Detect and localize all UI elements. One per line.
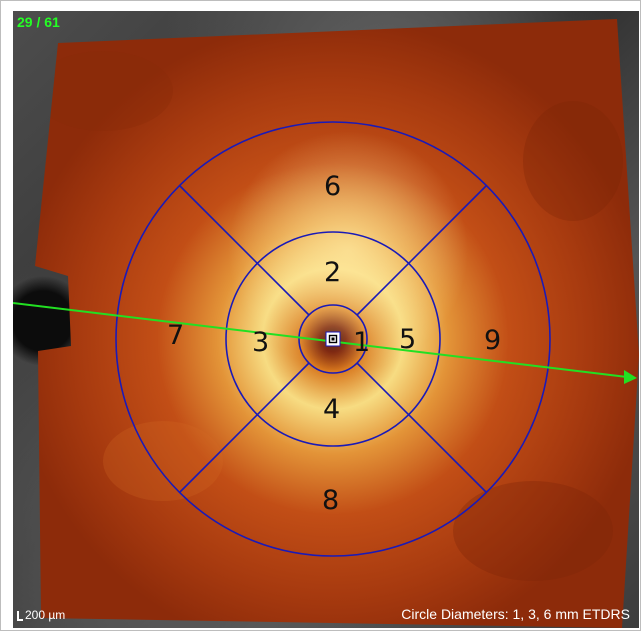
etdrs-central-ring: [298, 304, 368, 374]
sector-label-9[interactable]: 9: [484, 325, 501, 356]
fovea-center-icon[interactable]: [325, 331, 341, 347]
etdrs-outer-ring: [115, 121, 551, 557]
etdrs-sector-labels: 1 2 3 4 5 6 7 8 9: [167, 171, 501, 516]
etdrs-divider-se: [356, 362, 487, 493]
sector-label-8[interactable]: 8: [322, 485, 339, 516]
scan-line[interactable]: [13, 302, 637, 384]
sector-label-4[interactable]: 4: [323, 394, 340, 425]
slice-counter: 29 / 61: [17, 14, 60, 30]
etdrs-divider-sw: [179, 362, 310, 493]
circle-diameters-caption: Circle Diameters: 1, 3, 6 mm ETDRS: [401, 606, 630, 622]
etdrs-divider-ne: [356, 185, 487, 316]
scan-direction-arrow-icon: [624, 370, 637, 384]
etdrs-divider-nw: [179, 185, 310, 316]
scale-bar: 200 µm: [17, 609, 65, 621]
etdrs-inner-ring: [225, 231, 441, 447]
thickness-map-overlay[interactable]: 1 2 3 4 5 6 7 8 9: [13, 11, 639, 628]
sector-label-5[interactable]: 5: [399, 324, 416, 355]
sector-label-2[interactable]: 2: [324, 257, 341, 288]
sector-label-7[interactable]: 7: [167, 320, 184, 351]
retinal-thickness-heatmap: [35, 19, 639, 628]
sector-label-1[interactable]: 1: [353, 327, 370, 358]
sector-label-6[interactable]: 6: [324, 171, 341, 202]
scale-bar-icon: [17, 611, 23, 621]
scale-bar-label: 200 µm: [25, 608, 66, 622]
sector-label-3[interactable]: 3: [252, 327, 269, 358]
etdrs-grid: [115, 121, 551, 557]
